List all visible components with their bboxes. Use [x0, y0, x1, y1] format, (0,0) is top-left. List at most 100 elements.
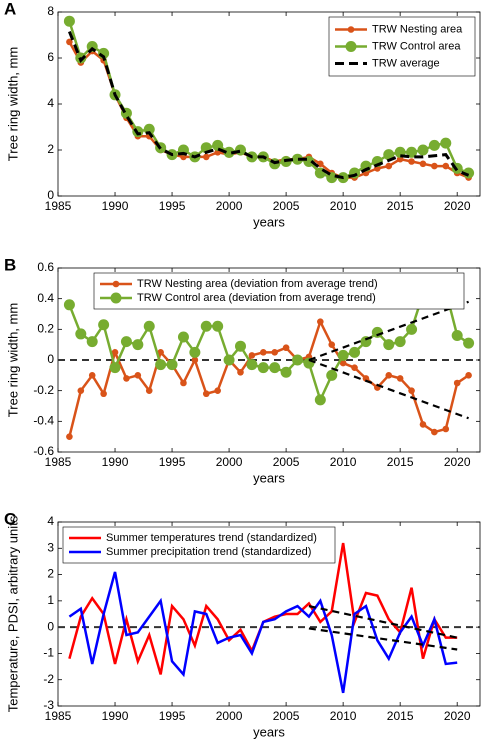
x-tick-label: 2020 — [444, 455, 471, 469]
y-tick-label: 4 — [47, 96, 54, 110]
data-point — [212, 139, 224, 151]
y-tick-label: 2 — [47, 142, 54, 156]
data-point — [109, 362, 121, 374]
data-point — [383, 339, 395, 351]
data-point — [257, 362, 269, 374]
y-axis-label: Tree ring width, mm — [5, 47, 20, 161]
data-point — [440, 137, 452, 149]
panel-label: B — [4, 255, 16, 274]
y-tick-label: 6 — [47, 50, 54, 64]
trend-line — [308, 358, 469, 420]
data-point — [383, 149, 395, 161]
series-line — [68, 571, 458, 694]
x-tick-label: 2020 — [444, 199, 471, 213]
data-point — [202, 153, 210, 161]
legend-label: TRW average — [372, 57, 440, 69]
x-tick-label: 1985 — [45, 709, 72, 723]
data-point — [237, 368, 244, 376]
data-point — [362, 375, 370, 382]
data-point — [406, 323, 418, 335]
data-point — [442, 425, 450, 433]
x-tick-label: 2000 — [216, 709, 243, 723]
x-tick-label: 2010 — [330, 455, 357, 469]
data-point — [419, 160, 427, 168]
legend-marker — [347, 26, 355, 33]
y-tick-label: 0 — [47, 619, 54, 633]
x-axis-label: years — [253, 214, 285, 229]
data-point — [100, 390, 107, 398]
data-point — [451, 329, 463, 341]
data-point — [223, 354, 235, 366]
data-point — [77, 387, 85, 394]
data-point — [463, 337, 475, 349]
y-tick-label: 3 — [47, 540, 54, 554]
data-point — [86, 336, 98, 348]
data-point — [132, 339, 144, 351]
data-point — [431, 428, 438, 436]
y-tick-label: 0.2 — [37, 322, 54, 336]
data-point — [111, 349, 119, 356]
trend-line — [308, 605, 458, 639]
data-point — [63, 15, 75, 27]
data-point — [214, 387, 221, 394]
data-point — [282, 344, 290, 352]
data-point — [166, 359, 178, 371]
x-axis-label: years — [253, 724, 285, 739]
legend-label: TRW Control area (deviation from average… — [137, 292, 376, 304]
trend-line — [308, 627, 458, 651]
x-tick-label: 2015 — [387, 455, 414, 469]
data-point — [326, 369, 338, 381]
y-tick-label: 4 — [47, 514, 54, 528]
data-point — [234, 340, 246, 352]
y-tick-label: 0.4 — [37, 291, 54, 305]
legend-marker — [112, 280, 120, 288]
data-point — [212, 320, 224, 332]
x-tick-label: 1995 — [159, 455, 186, 469]
data-point — [406, 146, 418, 158]
data-point — [314, 394, 326, 406]
data-point — [202, 390, 210, 398]
x-tick-label: 2005 — [273, 709, 300, 723]
data-point — [417, 144, 429, 156]
x-tick-label: 2000 — [216, 199, 243, 213]
y-tick-label: -0.4 — [33, 414, 54, 428]
legend-label: TRW Control area — [372, 40, 461, 52]
x-tick-label: 2015 — [387, 709, 414, 723]
panel-label: C — [4, 509, 16, 528]
data-point — [120, 336, 132, 348]
data-point — [66, 38, 73, 46]
x-tick-label: 1995 — [159, 709, 186, 723]
y-tick-label: -1 — [43, 646, 54, 660]
legend-label: Summer precipitation trend (standardized… — [106, 546, 311, 558]
data-point — [385, 162, 393, 170]
trend-line — [308, 300, 469, 362]
data-point — [155, 359, 167, 371]
panel-label: A — [4, 0, 16, 18]
x-tick-label: 2005 — [273, 455, 300, 469]
legend-marker — [110, 292, 122, 304]
x-tick-label: 1985 — [45, 455, 72, 469]
x-tick-label: 1990 — [102, 455, 129, 469]
series-line — [68, 30, 470, 180]
data-point — [328, 341, 336, 348]
legend-box — [62, 526, 336, 564]
data-point — [143, 320, 155, 332]
y-tick-label: 2 — [47, 567, 54, 581]
y-tick-label: 0.6 — [37, 260, 54, 274]
data-point — [157, 349, 164, 356]
data-point — [98, 319, 110, 331]
legend-label: TRW Nesting area — [372, 23, 463, 35]
x-tick-label: 1995 — [159, 199, 186, 213]
data-point — [339, 359, 347, 367]
y-axis-label: Tree ring width, mm — [5, 303, 20, 417]
data-point — [145, 387, 153, 394]
data-point — [259, 349, 267, 356]
data-point — [134, 372, 142, 379]
data-point — [75, 328, 87, 340]
data-point — [123, 375, 130, 382]
legend-label: Summer temperatures trend (standardized) — [106, 532, 317, 544]
data-point — [394, 336, 406, 348]
data-point — [428, 139, 440, 151]
data-point — [280, 366, 292, 378]
